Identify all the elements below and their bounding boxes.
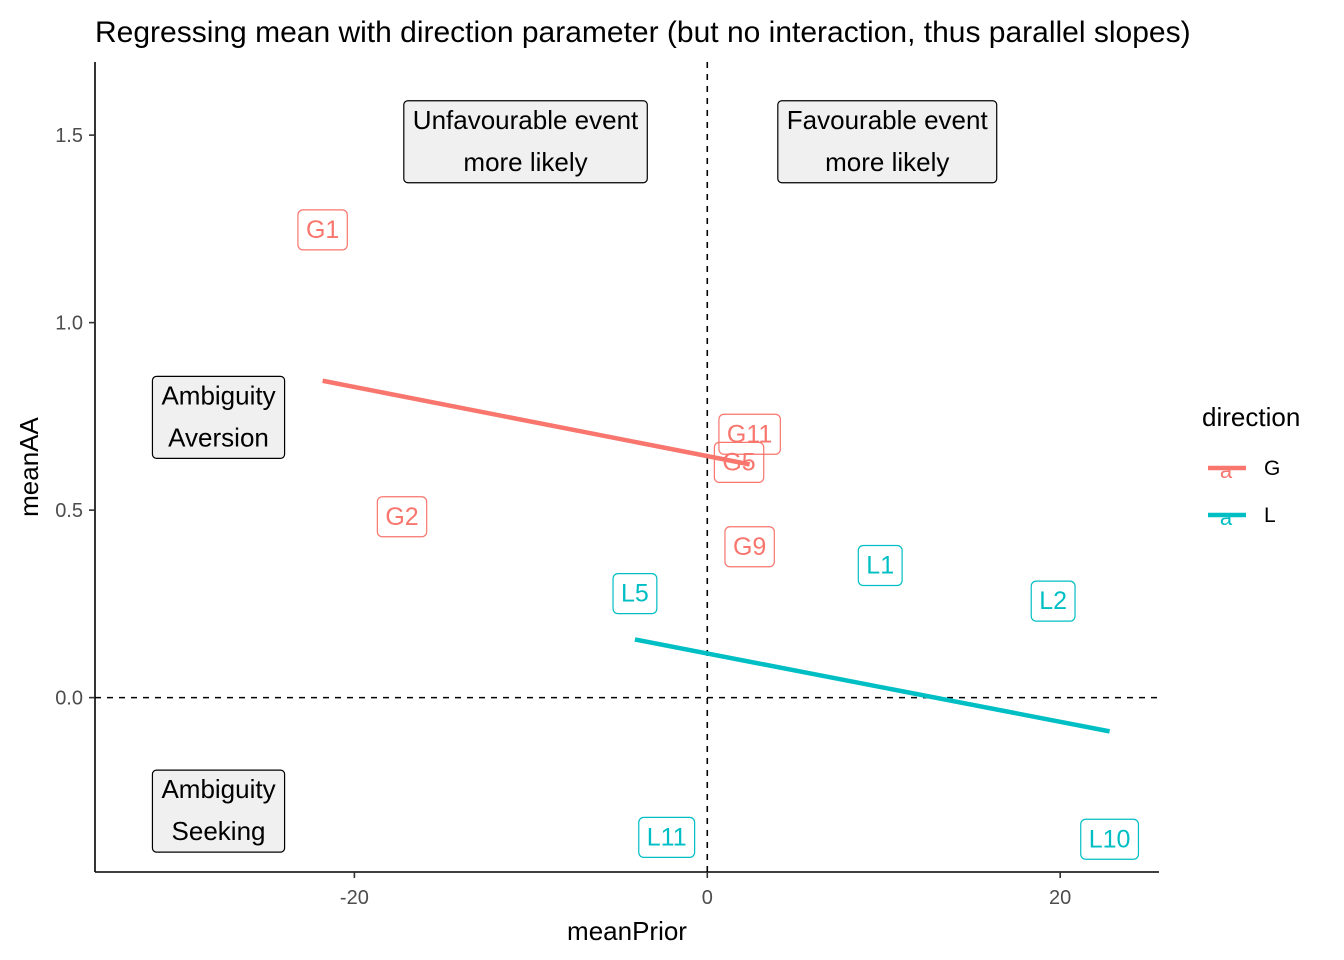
point-label-background [1080,818,1140,860]
y-axis-title: meanAA [14,416,44,516]
point-label-G11: G11 [718,413,781,455]
x-tick-label: 0 [702,887,713,909]
chart-title: Regressing mean with direction parameter… [95,16,1191,49]
point-label-background [724,526,775,568]
x-tick-label: -20 [340,887,369,909]
point-label-background [1030,580,1076,622]
annotation-text: Aversion [168,422,269,452]
point-label-L11: L11 [638,816,696,858]
point-label-background [297,209,348,251]
point-label-text: L2 [1039,587,1067,615]
point-label-background [718,413,781,455]
point-label-background [612,573,658,615]
point-label-L10: L10 [1080,818,1140,860]
y-tick-label: 0.5 [55,500,83,522]
annotation-box: Ambiguity Seeking [151,769,286,853]
annotation-text: Ambiguity [161,774,275,804]
legend-key-glyph: a [1220,458,1233,483]
point-label-background [638,816,696,858]
annotation-box: Favourable event more likely [777,100,998,184]
annotation-background [151,769,286,853]
point-label-background [376,496,428,538]
annotation-text: more likely [825,147,949,177]
legend-key-glyph: a [1220,505,1233,530]
y-tick-label: 1.5 [55,125,83,147]
annotation-box: Ambiguity Aversion [151,375,286,459]
point-label-G1: G1 [297,209,348,251]
fit-line-L [634,637,1111,734]
point-label-text: G5 [722,448,755,476]
point-label-background [857,544,903,587]
fit-line-G [322,378,751,467]
point-label-L2: L2 [1030,580,1076,622]
point-label-background [713,441,765,483]
point-label-text: L1 [866,552,894,580]
annotation-text: more likely [463,147,587,177]
legend-title: direction [1202,402,1300,432]
y-tick-label: 1.0 [55,313,83,335]
annotation-text: Seeking [172,816,266,846]
x-axis-title: meanPrior [567,916,687,946]
point-label-text: L11 [647,823,687,851]
point-label-text: G9 [733,533,766,561]
legend-label: G [1264,457,1280,480]
legend: direction a Ga L [1202,402,1300,530]
point-label-G5: G5 [713,441,765,483]
x-tick-label: 20 [1049,887,1071,909]
point-label-G2: G2 [376,496,428,538]
annotation-text: Favourable event [787,105,989,135]
annotation-background [403,100,648,184]
point-label-text: G1 [306,216,339,244]
annotation-box: Unfavourable event more likely [403,100,648,184]
point-label-L1: L1 [857,544,903,587]
point-label-text: G2 [385,503,418,531]
point-label-text: G11 [727,420,772,448]
point-label-text: L10 [1089,825,1131,853]
point-label-G9: G9 [724,526,775,568]
annotation-text: Unfavourable event [413,105,639,135]
annotation-background [151,375,286,459]
y-axis-ticks: 0.0 0.5 1.0 1.5 [55,125,95,710]
annotation-background [777,100,998,184]
point-label-text: L5 [621,580,649,608]
legend-label: L [1264,504,1276,527]
point-label-L5: L5 [612,573,658,615]
annotation-text: Ambiguity [161,380,275,410]
y-tick-label: 0.0 [55,688,83,710]
x-axis-ticks: -20 0 20 [340,872,1071,909]
